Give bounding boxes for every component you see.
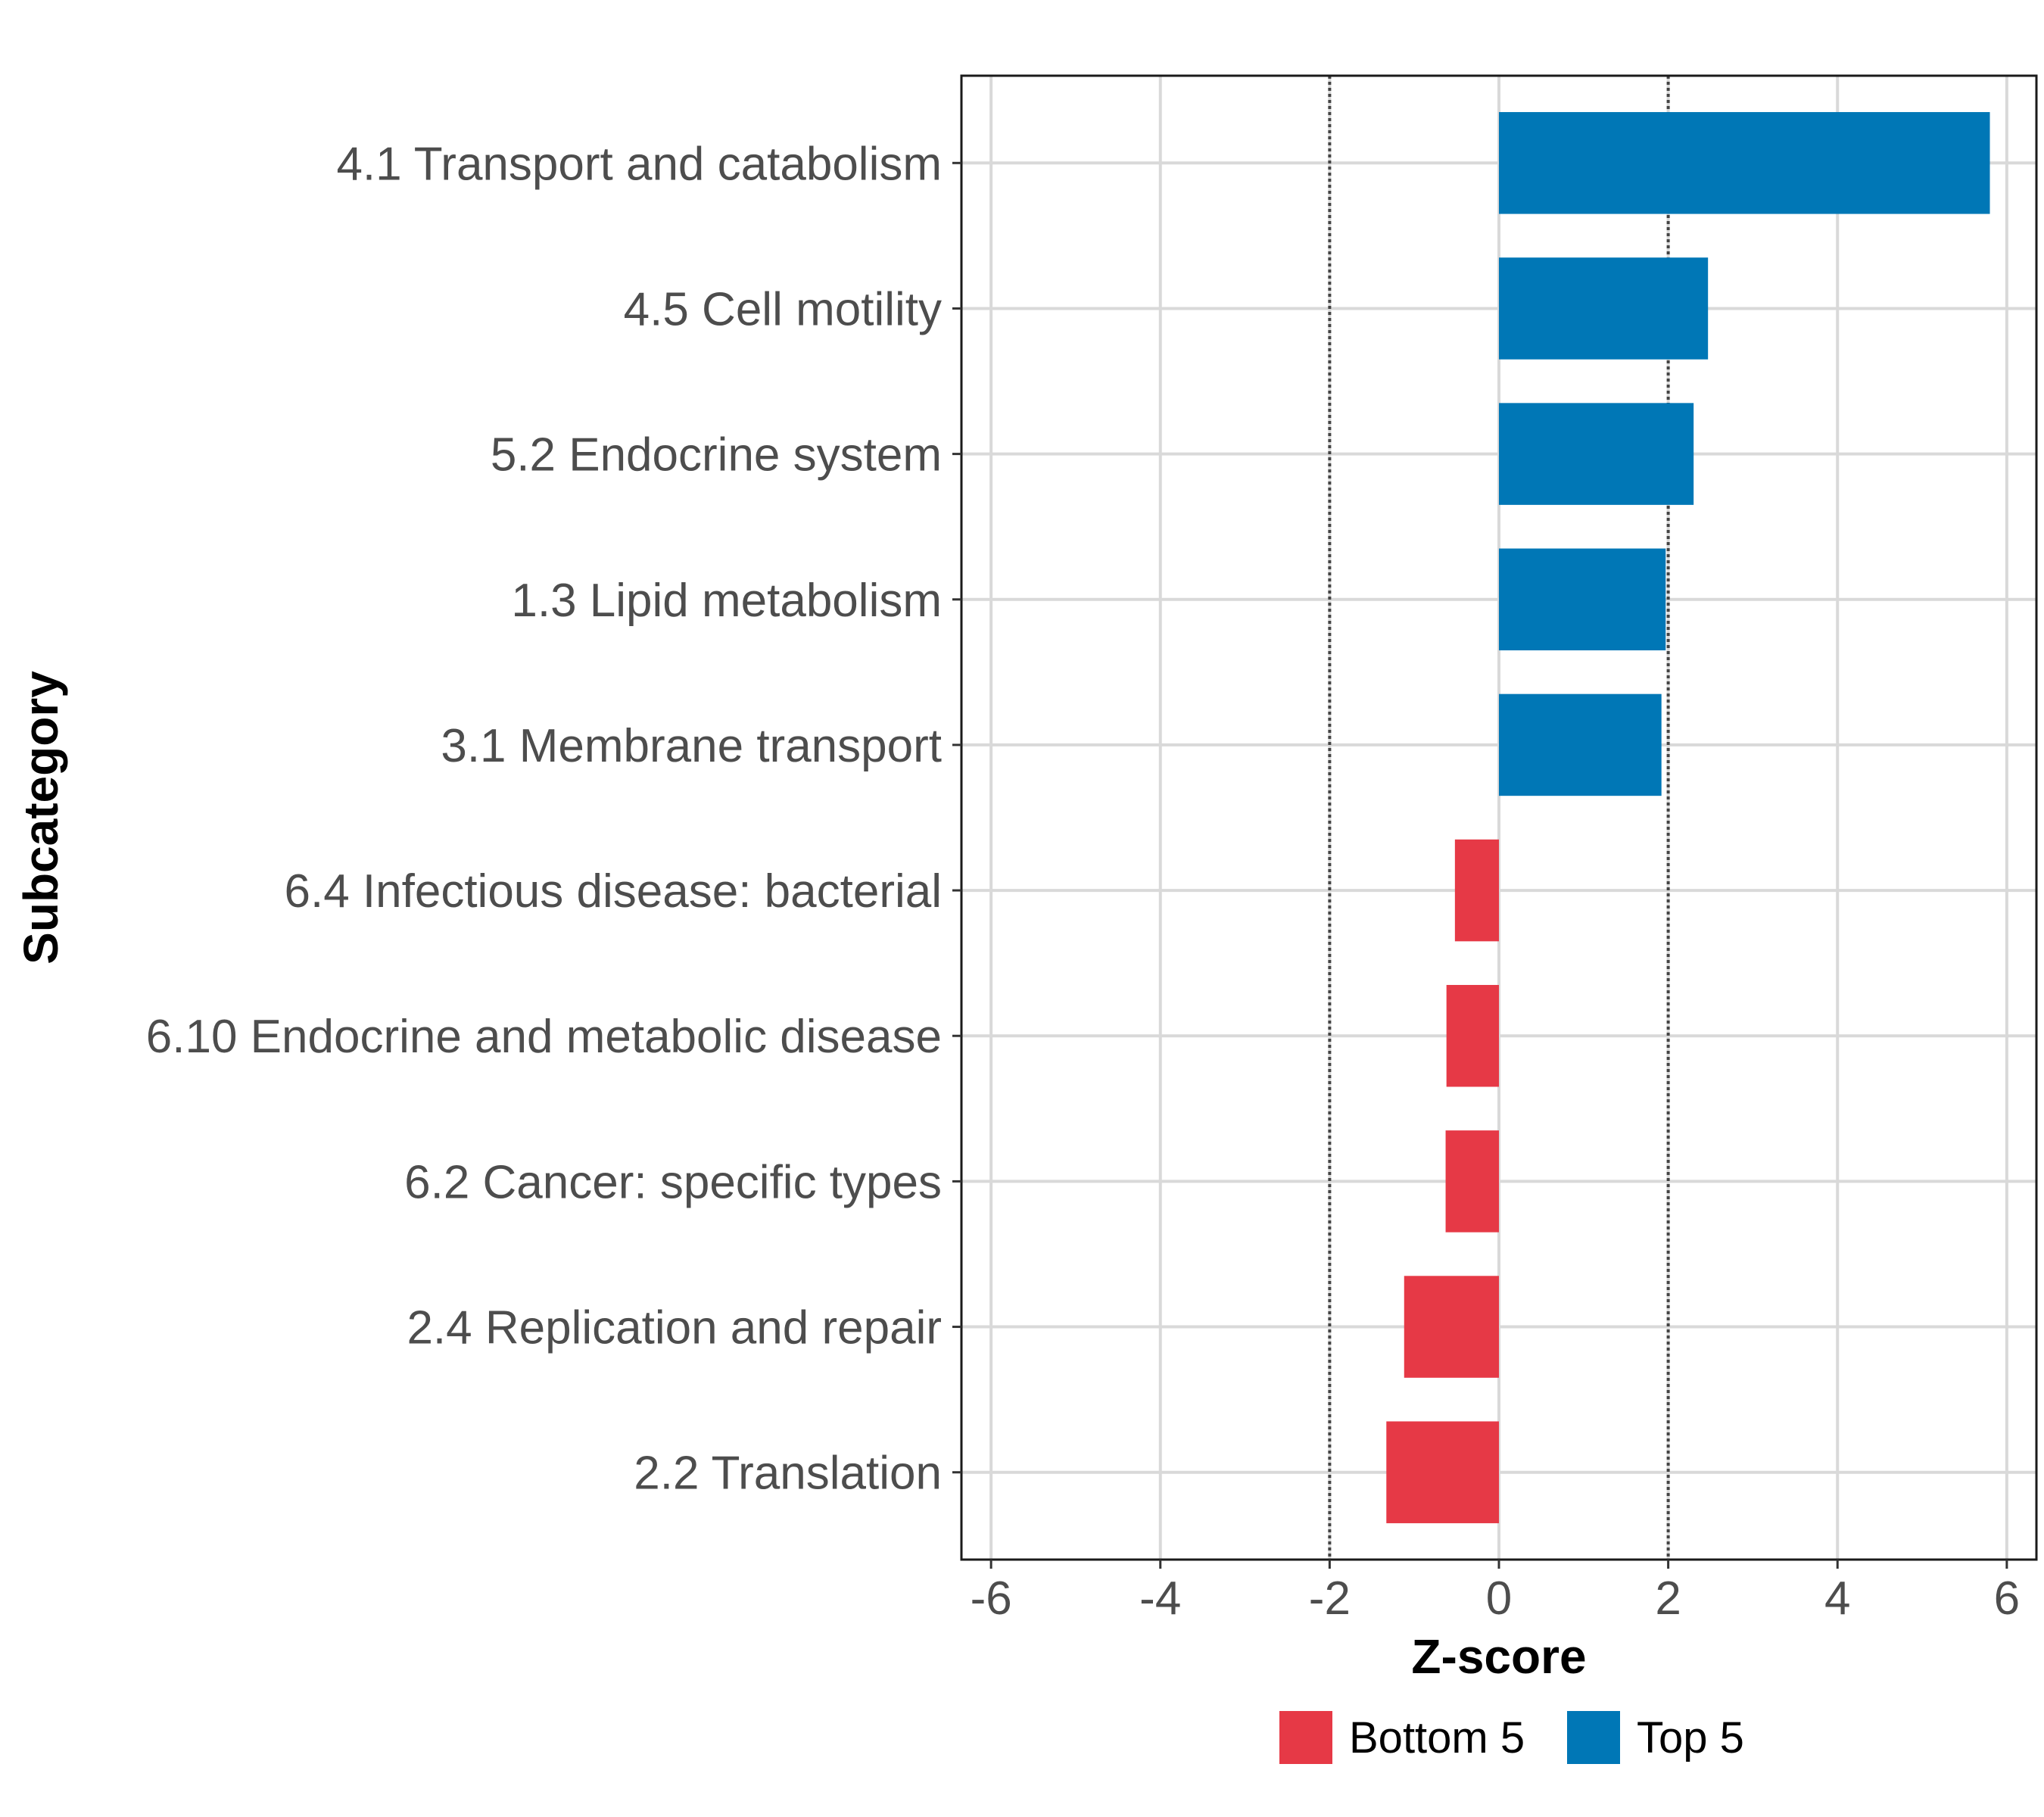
x-tick-label: 4 [1824, 1572, 1850, 1625]
y-tick-label: 5.2 Endocrine system [491, 429, 942, 482]
x-tick-label: -2 [1309, 1572, 1351, 1625]
y-tick-label: 6.4 Infectious disease: bacterial [284, 865, 942, 918]
bar [1446, 984, 1499, 1087]
bar [1454, 839, 1499, 942]
legend: Bottom 5 Top 5 [1279, 1711, 1744, 1764]
legend-swatch [1567, 1711, 1620, 1764]
x-axis: -6 -4 -2 0 2 4 6 [971, 1560, 2020, 1625]
bars [1386, 112, 1990, 1523]
x-tick-label: -6 [971, 1572, 1012, 1625]
y-tick-label: 4.1 Transport and catabolism [336, 138, 942, 190]
y-tick-label: 2.2 Translation [634, 1448, 942, 1500]
y-tick-label: 4.5 Cell motility [624, 283, 942, 335]
x-axis-title: Z-score [1411, 1629, 1586, 1684]
y-tick-label: 6.10 Endocrine and metabolic disease [146, 1011, 942, 1063]
y-axis-title: Subcategory [14, 671, 68, 965]
bar [1499, 403, 1694, 505]
legend-label: Top 5 [1637, 1713, 1744, 1762]
bar [1445, 1130, 1499, 1233]
legend-label: Bottom 5 [1349, 1713, 1525, 1762]
y-tick-label: 2.4 Replication and repair [407, 1302, 942, 1354]
x-tick-label: 0 [1486, 1572, 1512, 1625]
legend-swatch [1279, 1711, 1332, 1764]
x-tick-label: 6 [1994, 1572, 2020, 1625]
x-tick-label: 2 [1655, 1572, 1681, 1625]
bar [1499, 548, 1666, 651]
bar [1499, 112, 1990, 214]
y-tick-label: 1.3 Lipid metabolism [511, 575, 942, 627]
bar [1386, 1421, 1499, 1523]
y-tick-label: 3.1 Membrane transport [441, 720, 942, 772]
bar [1499, 257, 1709, 360]
bar [1404, 1276, 1499, 1378]
y-tick-label: 6.2 Cancer: specific types [404, 1156, 942, 1208]
y-axis: 4.1 Transport and catabolism 4.5 Cell mot… [146, 138, 961, 1500]
bar [1499, 693, 1662, 796]
reference-lines [1328, 76, 1670, 1560]
x-tick-label: -4 [1139, 1572, 1181, 1625]
